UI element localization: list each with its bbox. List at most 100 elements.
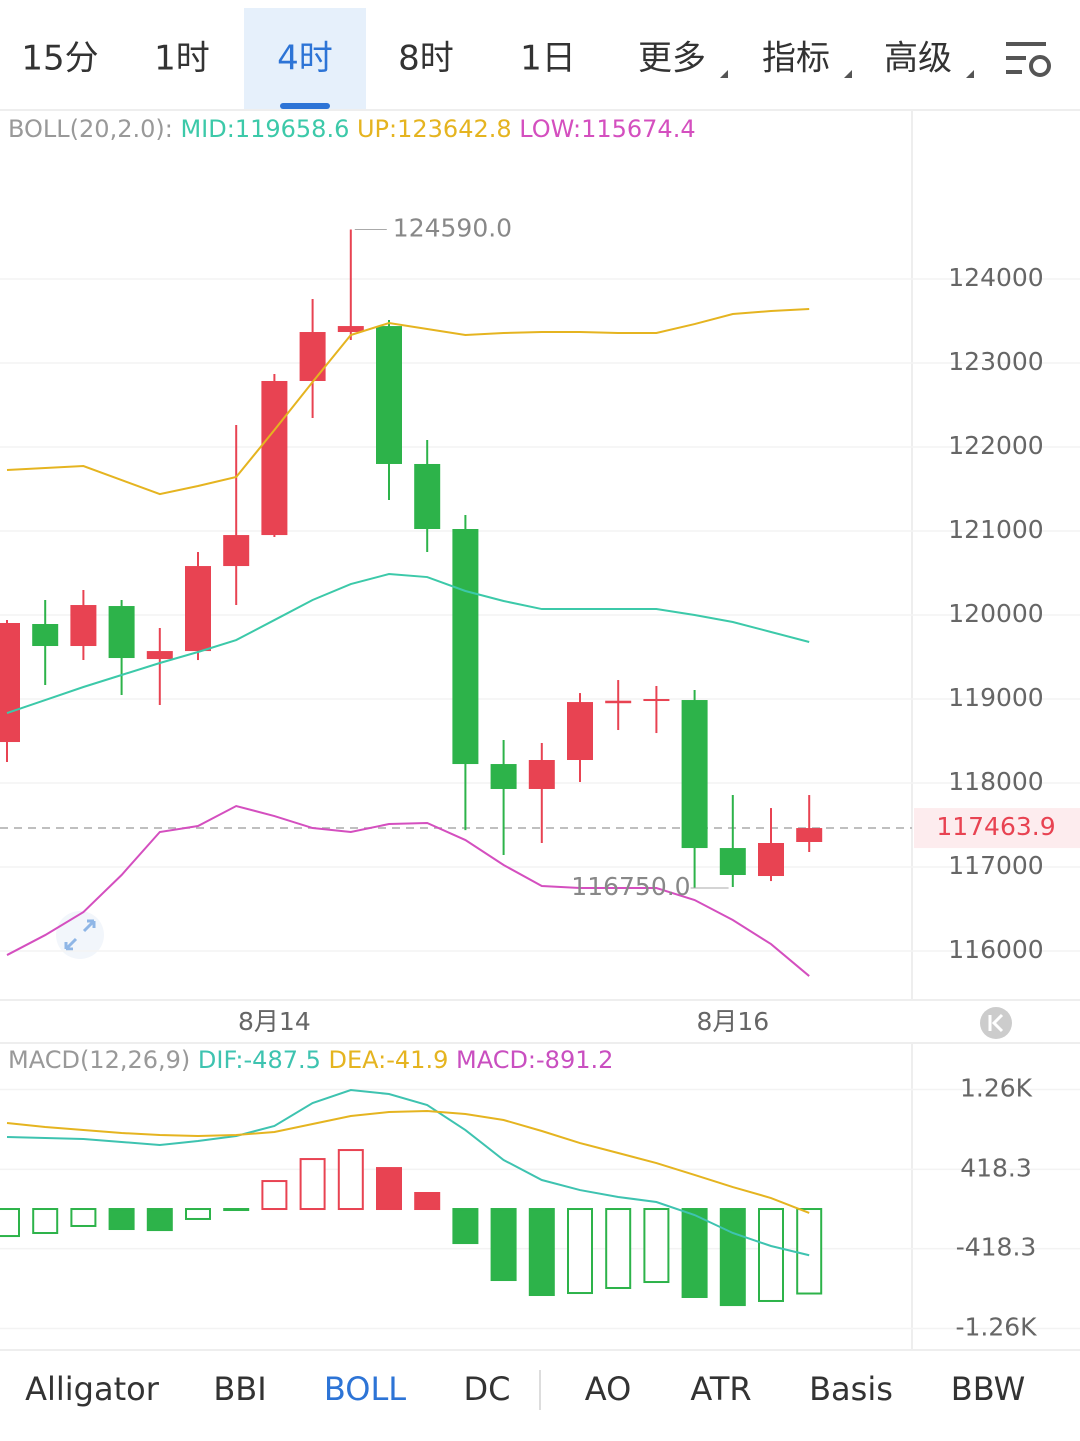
timeframe-tab[interactable]: 高级 — [884, 39, 952, 79]
y-tick-label: 121000 — [948, 515, 1043, 544]
macd-bar — [70, 1208, 97, 1227]
y-tick-label: -1.26K — [955, 1312, 1037, 1341]
y-tick-label: 120000 — [948, 599, 1043, 628]
timeframe-tab[interactable]: 1时 — [154, 39, 210, 79]
timeframe-tab[interactable]: 指标 — [762, 39, 830, 79]
macd-bar — [758, 1208, 784, 1302]
indicator-tab[interactable]: BBW — [951, 1370, 1025, 1408]
last-price-bg — [914, 808, 1080, 849]
macd-bar — [452, 1208, 479, 1245]
y-tick-label: 1.26K — [960, 1074, 1033, 1103]
timeframe-tab[interactable]: 15分 — [21, 39, 98, 79]
legend-entry: UP:123642.8 — [357, 115, 512, 143]
candle-body — [261, 380, 288, 536]
macd-bar — [299, 1158, 326, 1211]
y-tick-label: 123000 — [948, 347, 1043, 376]
candle-body — [528, 760, 555, 789]
indicator-tab[interactable]: Alligator — [25, 1370, 160, 1408]
macd-bar — [528, 1208, 555, 1297]
y-tick-label: 118000 — [948, 767, 1043, 796]
macd-bar — [337, 1149, 364, 1211]
macd-bar — [605, 1208, 632, 1289]
candle-body — [108, 606, 135, 659]
y-tick-label: 418.3 — [960, 1153, 1032, 1182]
macd-bar — [261, 1180, 288, 1211]
y-tick-label: 122000 — [948, 431, 1043, 460]
candle-body — [452, 529, 479, 765]
y-tick-label: 124000 — [948, 263, 1043, 292]
x-tick-label: 8月16 — [696, 1007, 769, 1036]
candle-body — [376, 326, 402, 464]
legend-entry: MID:119658.6 — [180, 115, 349, 143]
last-price-label: 117463.9 — [936, 812, 1055, 841]
macd-bar — [146, 1208, 173, 1232]
indicator-tab[interactable]: ATR — [690, 1370, 751, 1408]
settings-icon[interactable] — [1006, 42, 1051, 77]
timeframe-tab[interactable]: 4时 — [277, 39, 333, 79]
indicator-label: MACD(12,26,9) DIF:-487.5 DEA:-41.9 MACD:… — [8, 1046, 613, 1074]
candle-body — [337, 326, 364, 333]
y-tick-label: -418.3 — [956, 1233, 1037, 1262]
indicator-line — [6, 1089, 810, 1257]
tab-underline — [280, 103, 330, 109]
macd-bar — [185, 1208, 211, 1220]
macd-bar — [108, 1208, 135, 1231]
timeframe-tab[interactable]: 8时 — [398, 39, 454, 79]
macd-bar — [567, 1208, 593, 1295]
candle-body — [146, 651, 173, 660]
candle-body — [719, 848, 746, 876]
indicator-line — [6, 1109, 810, 1214]
timeframe-tab[interactable]: 1日 — [520, 39, 576, 79]
macd-bar — [643, 1208, 670, 1284]
y-tick-label: 116000 — [948, 935, 1043, 964]
expand-icon[interactable] — [56, 911, 104, 959]
x-tick-label: 8月14 — [238, 1007, 311, 1036]
dropdown-caret — [966, 70, 974, 78]
macd-bar — [490, 1208, 517, 1282]
candle-body — [490, 764, 517, 789]
indicator-tab[interactable]: Basis — [809, 1370, 893, 1408]
dropdown-caret — [844, 70, 852, 78]
icon-arrows — [64, 919, 96, 951]
candle-body — [758, 843, 784, 877]
low-label: 116750.0 — [571, 872, 690, 901]
indicator-line — [6, 308, 810, 496]
indicator-tab[interactable]: BBI — [213, 1370, 266, 1408]
macd-bar — [414, 1191, 441, 1211]
macd-bar — [719, 1208, 746, 1307]
candle-body — [32, 624, 59, 647]
legend-entry: MACD(12,26,9) — [8, 1046, 190, 1074]
indicator-tab[interactable]: DC — [464, 1370, 511, 1408]
indicator-label: BOLL(20,2.0): MID:119658.6 UP:123642.8 L… — [8, 115, 696, 143]
icon-bg — [56, 911, 104, 959]
icon-gear — [1029, 55, 1051, 77]
tab-highlight — [244, 8, 366, 110]
macd-bar — [796, 1208, 823, 1295]
y-tick-label: 119000 — [948, 683, 1043, 712]
high-label: 124590.0 — [393, 213, 512, 242]
candle-body — [567, 702, 593, 761]
timeframe-tab[interactable]: 更多 — [638, 39, 706, 79]
candle-body — [796, 828, 823, 842]
collapse-icon[interactable] — [980, 1007, 1012, 1039]
indicator-line — [6, 573, 810, 714]
y-tick-label: 117000 — [948, 851, 1043, 880]
macd-bar — [32, 1208, 59, 1235]
icon-glyph — [988, 1013, 1004, 1033]
indicator-tab[interactable]: BOLL — [324, 1370, 406, 1408]
legend-entry: MACD:-891.2 — [456, 1046, 613, 1074]
legend-entry: DIF:-487.5 — [198, 1046, 321, 1074]
dropdown-caret — [720, 70, 728, 78]
macd-bar — [223, 1208, 250, 1212]
macd-bar — [681, 1208, 708, 1299]
candle-body — [299, 332, 326, 381]
candle-body — [414, 463, 441, 530]
macd-bar — [376, 1167, 402, 1211]
legend-entry: DEA:-41.9 — [329, 1046, 449, 1074]
candle-body — [0, 622, 20, 743]
legend-entry: BOLL(20,2.0): — [8, 115, 173, 143]
indicator-tab[interactable]: AO — [585, 1370, 632, 1408]
candle-body — [681, 700, 708, 849]
